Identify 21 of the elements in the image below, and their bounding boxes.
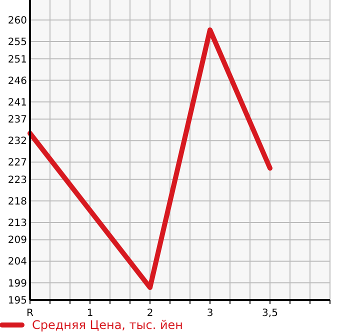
x-tick-label: 3 [206,308,214,319]
y-tick-label: 195 [8,296,27,306]
y-tick-label: 204 [8,256,27,268]
y-tick-label: 237 [8,114,27,126]
y-tick-label: 199 [8,278,27,290]
y-tick-label: 251 [8,54,27,66]
x-tick-label: 2 [146,308,154,319]
y-tick-label: 213 [8,218,27,229]
x-tick-label: R [26,308,34,319]
legend-label: Средняя Цена, тыс. йен [32,318,184,332]
y-tick-label: 232 [8,136,27,148]
y-tick-label: 209 [8,235,27,246]
y-tick-label: 260 [8,16,27,26]
y-tick-label: 223 [8,174,27,186]
x-tick-label: 3,5 [262,308,278,319]
y-tick-label: 255 [8,37,27,48]
y-tick-label: 218 [8,196,27,208]
y-tick-label: 246 [8,76,27,87]
y-tick-label: 227 [8,158,27,169]
y-tick-label: 241 [8,97,27,108]
x-tick-label: 1 [86,308,94,319]
